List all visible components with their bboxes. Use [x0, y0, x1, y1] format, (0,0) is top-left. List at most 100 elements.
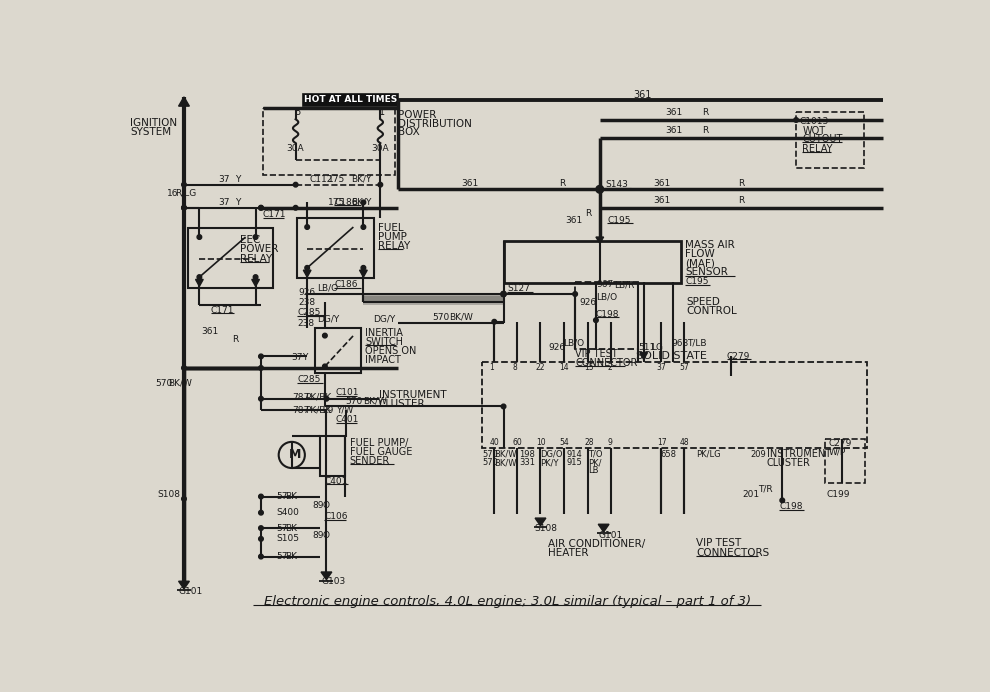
- Text: DG/Y: DG/Y: [372, 314, 395, 323]
- Text: DISTRIBUTION: DISTRIBUTION: [398, 119, 472, 129]
- Text: CUTOUT: CUTOUT: [802, 134, 842, 144]
- Circle shape: [182, 183, 186, 187]
- Text: SENSOR: SENSOR: [685, 268, 728, 277]
- Polygon shape: [251, 280, 259, 286]
- Text: 361: 361: [461, 179, 478, 188]
- Text: AIR CONDITIONER/: AIR CONDITIONER/: [548, 538, 645, 549]
- Text: 1: 1: [490, 363, 494, 372]
- Text: RELAY: RELAY: [378, 242, 410, 251]
- Text: 10: 10: [536, 438, 545, 447]
- Text: C285: C285: [297, 375, 321, 384]
- Text: 570: 570: [433, 313, 449, 322]
- Text: C198: C198: [596, 309, 620, 318]
- Text: VIP TEST: VIP TEST: [575, 349, 618, 359]
- Text: 361: 361: [633, 89, 651, 100]
- Circle shape: [492, 320, 497, 324]
- Circle shape: [378, 183, 382, 187]
- Text: HEATER: HEATER: [548, 548, 589, 558]
- Text: 8: 8: [294, 107, 300, 116]
- Circle shape: [323, 334, 327, 338]
- Text: C186: C186: [335, 280, 357, 289]
- Text: W/P: W/P: [829, 447, 845, 456]
- Polygon shape: [321, 572, 332, 580]
- Text: C195: C195: [685, 277, 709, 286]
- Bar: [302, 93, 398, 106]
- Text: C199: C199: [827, 491, 850, 500]
- Text: O: O: [323, 531, 330, 540]
- Text: 37: 37: [219, 175, 230, 184]
- Text: S108: S108: [157, 491, 180, 500]
- Text: 29: 29: [323, 406, 334, 415]
- Text: IGNITION: IGNITION: [130, 118, 177, 128]
- Bar: [188, 228, 272, 288]
- Text: 361: 361: [202, 327, 219, 336]
- Circle shape: [258, 354, 263, 358]
- Text: BK: BK: [286, 524, 298, 533]
- Text: C285: C285: [297, 308, 321, 317]
- Text: (MAF): (MAF): [685, 258, 715, 268]
- Text: 926: 926: [579, 298, 596, 307]
- Text: S105: S105: [276, 534, 299, 543]
- Polygon shape: [178, 97, 189, 106]
- Text: DG/Y: DG/Y: [317, 314, 340, 323]
- Text: 57: 57: [680, 363, 690, 372]
- Text: 361: 361: [653, 197, 671, 206]
- Text: 967: 967: [596, 280, 613, 289]
- Text: 175: 175: [328, 198, 346, 207]
- Text: INSTRUMENT: INSTRUMENT: [767, 449, 831, 459]
- Text: C171: C171: [211, 306, 235, 315]
- Text: R: R: [233, 335, 239, 344]
- Circle shape: [594, 318, 598, 322]
- Text: 57: 57: [276, 552, 288, 561]
- Text: C171: C171: [262, 210, 286, 219]
- Text: BK/W: BK/W: [363, 397, 387, 406]
- Text: 60: 60: [513, 438, 523, 447]
- Text: 89: 89: [313, 500, 324, 509]
- Text: CLUSTER: CLUSTER: [379, 399, 426, 409]
- Text: LB/O: LB/O: [317, 283, 339, 292]
- Bar: [796, 112, 864, 167]
- Text: S400: S400: [276, 508, 299, 517]
- Text: C401: C401: [325, 477, 348, 486]
- Circle shape: [258, 365, 263, 370]
- Text: 37: 37: [656, 363, 666, 372]
- Text: FUEL: FUEL: [378, 223, 404, 233]
- Circle shape: [501, 404, 506, 409]
- Text: 17: 17: [656, 438, 666, 447]
- Text: LB: LB: [588, 466, 599, 475]
- Text: 570: 570: [482, 450, 498, 459]
- Text: 201: 201: [742, 491, 759, 500]
- Text: 48: 48: [680, 438, 689, 447]
- Text: BK: BK: [286, 552, 298, 561]
- Circle shape: [182, 497, 186, 501]
- Text: Y: Y: [236, 198, 241, 207]
- Circle shape: [253, 235, 257, 239]
- Polygon shape: [535, 518, 545, 526]
- Text: BK/W: BK/W: [494, 450, 517, 459]
- Circle shape: [258, 494, 263, 499]
- Text: BK/Y: BK/Y: [351, 198, 371, 207]
- Text: 30A: 30A: [371, 144, 389, 153]
- Text: 28: 28: [584, 438, 594, 447]
- Polygon shape: [196, 280, 203, 286]
- Circle shape: [794, 118, 798, 122]
- Text: FUEL PUMP/: FUEL PUMP/: [349, 437, 408, 448]
- Text: T/O: T/O: [588, 450, 603, 459]
- Circle shape: [780, 498, 784, 502]
- Bar: [825, 439, 864, 484]
- Text: BK: BK: [286, 492, 298, 501]
- Text: HOT AT ALL TIMES: HOT AT ALL TIMES: [304, 95, 397, 104]
- Text: 968: 968: [671, 339, 689, 348]
- Text: C106: C106: [324, 512, 347, 521]
- Bar: [575, 282, 639, 349]
- Text: DG/O: DG/O: [541, 450, 563, 459]
- Circle shape: [324, 397, 329, 401]
- Text: 926: 926: [299, 288, 316, 297]
- Text: R: R: [559, 179, 565, 188]
- Circle shape: [501, 291, 506, 297]
- Text: C279: C279: [829, 439, 851, 448]
- Text: PK/BK: PK/BK: [305, 392, 331, 401]
- Text: SPEED: SPEED: [687, 297, 721, 307]
- Text: CONTROL: CONTROL: [687, 306, 738, 316]
- Text: 787: 787: [292, 406, 309, 415]
